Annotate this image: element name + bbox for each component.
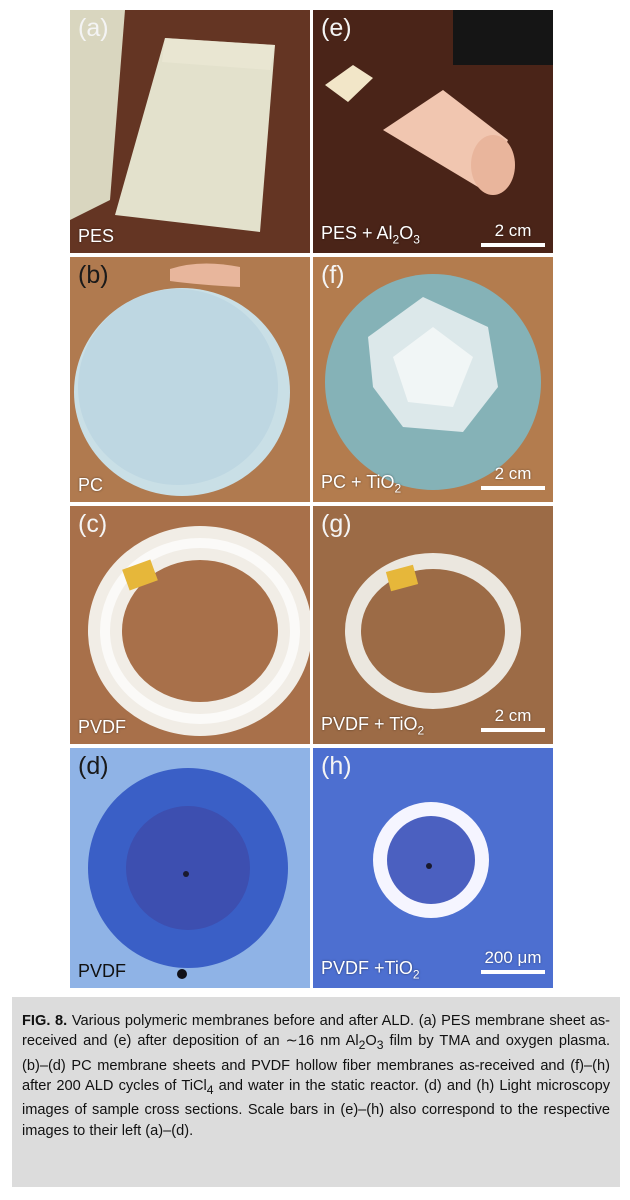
panel-d-name: PVDF: [78, 961, 127, 981]
panel-f-letter: (f): [321, 261, 345, 289]
panel-d-letter: (d): [78, 752, 109, 780]
coated-pc-image: [313, 257, 553, 502]
panel-a-name: PES: [78, 226, 115, 246]
pvdf-cross-section-image: [70, 748, 310, 988]
panel-f-pc-tio2-photo: (f) PC + TiO2 2 cm: [313, 257, 553, 502]
panel-b-pc-photo: (b) PC: [70, 257, 310, 502]
figure-caption: FIG. 8. Various polymeric membranes befo…: [22, 1013, 610, 1139]
panel-d-pvdf-micrograph: (d) PVDF: [70, 748, 310, 988]
coated-pvdf-cross-section-image: [313, 748, 553, 988]
panel-e-name: PES + Al2O3: [321, 223, 420, 247]
panel-c-name: PVDF: [78, 717, 127, 737]
panel-g-letter: (g): [321, 510, 352, 538]
pes-sheet-image: [70, 10, 310, 253]
pc-sheet-image: [70, 257, 310, 502]
panel-g-pvdf-tio2-photo: (g) PVDF + TiO2 2 cm: [313, 506, 553, 744]
panel-h-letter: (h): [321, 752, 352, 780]
panel-a-pes-photo: (a) PES: [70, 10, 310, 253]
panel-e-pes-al2o3-photo: (e) PES + Al2O3 2 cm: [313, 10, 553, 253]
caption-figure-label: FIG. 8.: [22, 1013, 68, 1029]
figure-8: (a) PES (e) PES + Al2O3 2 cm (b) PC: [70, 10, 553, 988]
panel-a-letter: (a): [78, 14, 109, 42]
panel-e-scale-bar: 2 cm: [481, 221, 545, 247]
panel-c-letter: (c): [78, 510, 108, 538]
panel-c-pvdf-photo: (c) PVDF: [70, 506, 310, 744]
panel-e-letter: (e): [321, 14, 352, 42]
panel-f-name: PC + TiO2: [321, 472, 402, 496]
panel-h-scale-bar: 200 μm: [481, 948, 545, 974]
panel-f-scale-bar: 2 cm: [481, 464, 545, 490]
pvdf-fiber-bundle-image: [70, 506, 310, 744]
coated-pvdf-fiber-image: [313, 506, 553, 744]
panel-b-letter: (b): [78, 261, 109, 289]
panel-h-name: PVDF +TiO2: [321, 958, 420, 982]
panel-g-scale-bar: 2 cm: [481, 706, 545, 732]
panel-g-name: PVDF + TiO2: [321, 714, 425, 738]
panel-h-pvdf-tio2-micrograph: (h) PVDF +TiO2 200 μm: [313, 748, 553, 988]
figure-caption-box: FIG. 8. Various polymeric membranes befo…: [12, 997, 620, 1187]
coated-pes-image: [313, 10, 553, 253]
panel-b-name: PC: [78, 475, 104, 495]
